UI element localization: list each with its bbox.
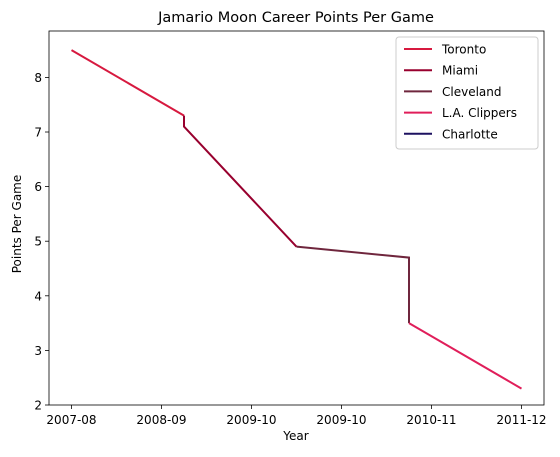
legend-label: Charlotte <box>442 127 498 141</box>
legend-label: Miami <box>442 64 478 78</box>
x-tick-label: 2009-10 <box>226 413 276 427</box>
x-axis: 2007-08 2008-09 2009-10 2009-10 2010-11 2011-… <box>46 405 547 427</box>
y-axis-label: Points Per Game <box>10 175 24 274</box>
legend-box <box>395 36 539 150</box>
x-tick-label: 2010-11 <box>406 413 456 427</box>
series-line-1 <box>183 115 298 248</box>
legend-label: L.A. Clippers <box>442 106 517 120</box>
x-axis-label: Year <box>282 429 308 443</box>
y-tick-label: 6 <box>34 180 42 194</box>
legend-label: Toronto <box>441 43 486 57</box>
y-tick-label: 8 <box>34 71 42 85</box>
y-tick-label: 2 <box>34 399 42 413</box>
plot-area-frame <box>48 30 545 406</box>
series-line-0 <box>70 49 185 117</box>
x-tick-label: 2008-09 <box>136 413 186 427</box>
legend-label: Cleveland <box>442 85 502 99</box>
y-tick-label: 3 <box>34 344 42 358</box>
x-tick-label: 2009-10 <box>316 413 366 427</box>
series-line-3 <box>408 322 523 390</box>
y-tick-label: 7 <box>34 126 42 140</box>
x-tick-label: 2007-08 <box>46 413 96 427</box>
x-tick-label: 2011-12 <box>496 413 546 427</box>
y-tick-label: 4 <box>34 289 42 303</box>
y-tick-label: 5 <box>34 235 42 249</box>
y-axis: 2 3 4 5 6 7 8 <box>34 71 49 413</box>
series-lines <box>70 49 523 390</box>
legend: Toronto Miami Cleveland L.A. Clippers Charlo… <box>395 36 539 150</box>
series-line-2 <box>296 245 410 324</box>
chart-title: Jamario Moon Career Points Per Game <box>157 10 434 26</box>
